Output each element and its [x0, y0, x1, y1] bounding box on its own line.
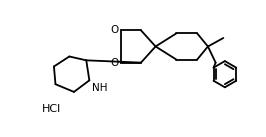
Text: O: O — [111, 58, 119, 68]
Text: O: O — [111, 25, 119, 35]
Text: NH: NH — [93, 83, 108, 93]
Text: HCl: HCl — [41, 104, 61, 114]
